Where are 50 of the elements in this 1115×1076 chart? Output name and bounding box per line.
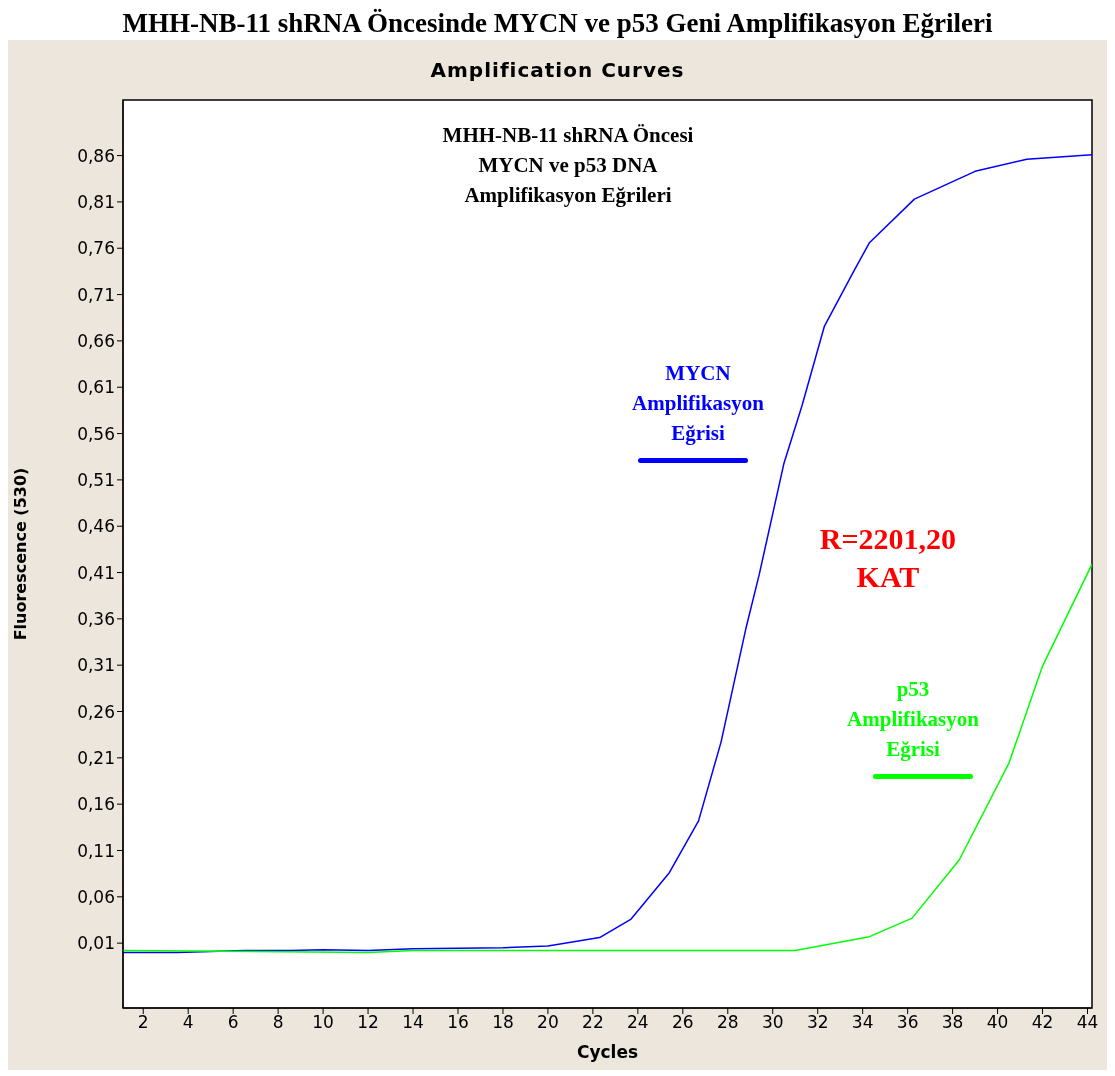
x-tick-label: 44	[1076, 1012, 1099, 1033]
x-tick-label: 6	[227, 1012, 239, 1033]
chart-title: MHH-NB-11 shRNA Öncesinde MYCN ve p53 Geni Amplifikasyon Eğrileri	[121, 8, 994, 40]
x-tick-label: 34	[851, 1012, 874, 1033]
y-tick-label: 0,36	[77, 608, 115, 629]
x-tick-label: 12	[357, 1012, 379, 1033]
x-tick-label: 10	[312, 1012, 334, 1033]
y-tick-label: 0,61	[77, 377, 115, 398]
x-tick-label: 16	[447, 1012, 469, 1033]
x-tick-label: 8	[272, 1012, 284, 1033]
x-tick-label: 24	[627, 1012, 649, 1033]
x-tick-label: 22	[582, 1012, 604, 1033]
y-tick-label: 0,31	[77, 655, 115, 676]
y-tick-label: 0,11	[77, 840, 115, 861]
x-tick-label: 26	[672, 1012, 694, 1033]
line-series	[123, 153, 1092, 954]
x-tick-label: 32	[806, 1012, 829, 1033]
line-series	[123, 563, 1092, 954]
series-label: MYCN Amplifikasyon Eğrisi	[631, 360, 765, 447]
annotation: MHH-NB-11 shRNA Öncesi MYCN ve p53 DNA Amplifikasyon Eğrileri	[441, 122, 695, 209]
y-tick-label: 0,81	[77, 191, 115, 212]
y-tick-label: 0,41	[77, 562, 115, 583]
y-tick-label: 0,16	[77, 794, 115, 815]
x-tick-label: 20	[537, 1012, 559, 1033]
y-tick-label: 0,51	[77, 469, 115, 490]
series-label: p53 Amplifikasyon Eğrisi	[846, 676, 980, 763]
x-tick-label: 40	[986, 1012, 1009, 1033]
y-tick-label: 0,21	[77, 747, 115, 768]
x-tick-label: 36	[896, 1012, 919, 1033]
x-tick-label: 18	[492, 1012, 514, 1033]
x-tick-label: 42	[1031, 1012, 1054, 1033]
x-tick-label: 28	[716, 1012, 739, 1033]
x-axis-title: Cycles	[576, 1042, 639, 1062]
chart-subtitle: Amplification Curves	[429, 58, 686, 82]
y-tick-label: 0,71	[77, 284, 115, 305]
y-tick-label: 0,01	[77, 933, 115, 954]
y-tick-label: 0,76	[77, 238, 115, 259]
y-tick-label: 0,26	[77, 701, 115, 722]
y-tick-label: 0,56	[77, 423, 115, 444]
y-axis-title: Fluorescence (530)	[10, 467, 30, 641]
y-tick-label: 0,46	[77, 516, 115, 537]
y-tick-label: 0,06	[77, 886, 115, 907]
x-tick-label: 38	[941, 1012, 964, 1033]
x-tick-label: 4	[182, 1012, 194, 1033]
x-tick-label: 30	[761, 1012, 784, 1033]
x-tick-label: 14	[402, 1012, 424, 1033]
y-tick-label: 0,86	[77, 145, 115, 166]
x-tick-label: 2	[137, 1012, 149, 1033]
y-tick-label: 0,66	[77, 330, 115, 351]
annotation: R=2201,20 KAT	[818, 521, 958, 595]
